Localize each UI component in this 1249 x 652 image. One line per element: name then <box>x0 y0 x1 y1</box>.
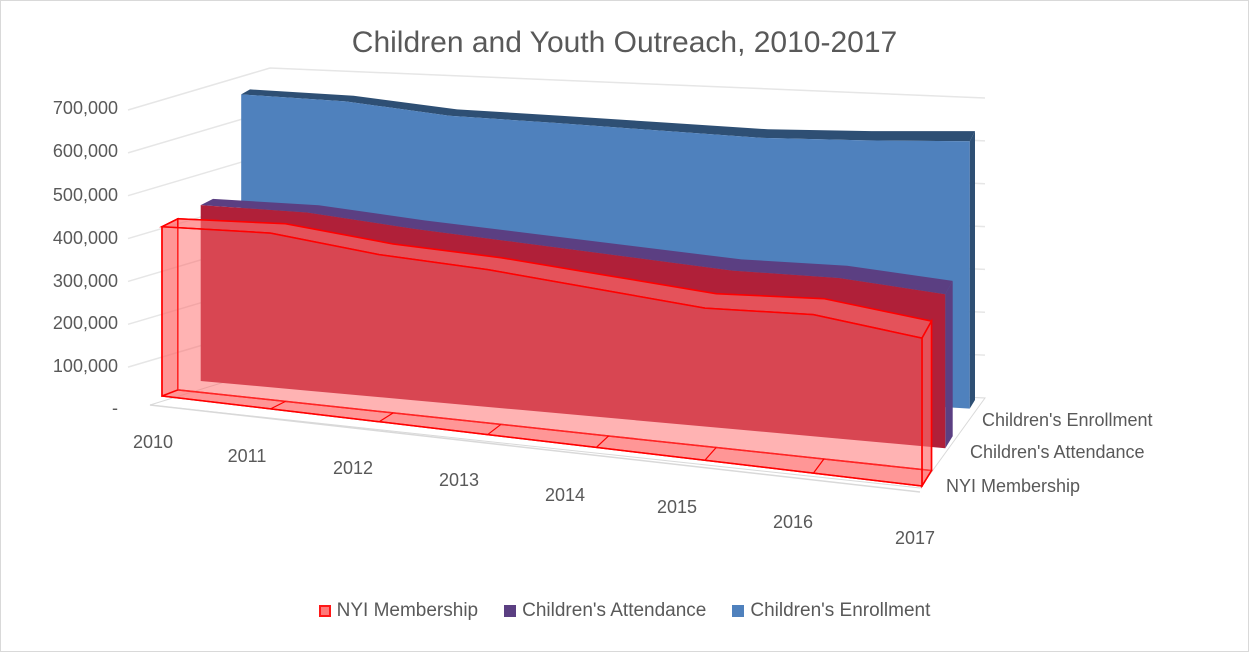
y-tick-label: - <box>112 398 118 418</box>
x-tick-label: 2013 <box>438 470 480 490</box>
x-tick-label: 2015 <box>656 497 698 517</box>
category-separator <box>378 412 394 423</box>
category-separator <box>270 400 286 410</box>
depth-axis-label: Children's Enrollment <box>982 410 1153 430</box>
chart-title: Children and Youth Outreach, 2010-2017 <box>351 26 898 59</box>
depth-axis-label: NYI Membership <box>946 476 1081 496</box>
gridline <box>127 67 986 111</box>
category-separator <box>704 447 717 461</box>
category-separator <box>487 423 502 436</box>
x-axis-line <box>149 404 921 493</box>
legend-label: Children's Enrollment <box>750 600 931 621</box>
legend-item: Children's Attendance <box>504 600 706 622</box>
series-attendance-top <box>200 198 953 295</box>
depth-axis-label: Children's Attendance <box>970 442 1145 462</box>
y-tick-label: 300,000 <box>52 271 118 291</box>
x-tick-label: 2017 <box>894 528 936 548</box>
category-separator <box>161 389 179 397</box>
legend-swatch <box>318 605 331 617</box>
x-tick-label: 2016 <box>772 512 814 532</box>
y-tick-label: 400,000 <box>52 228 118 248</box>
series-nyi-right-side <box>921 318 933 489</box>
legend-label: NYI Membership <box>336 600 479 621</box>
x-tick-label: 2012 <box>332 458 374 478</box>
legend-item: NYI Membership <box>318 600 479 622</box>
y-tick-label: 200,000 <box>52 313 118 333</box>
x-tick-label: 2010 <box>132 432 174 452</box>
legend: NYI Membership Children's Attendance Child… <box>0 600 1249 622</box>
category-separator <box>812 458 825 474</box>
y-tick-label: 600,000 <box>52 141 118 161</box>
series-attendance-side <box>945 280 953 449</box>
y-tick-label: 100,000 <box>52 356 118 376</box>
y-tick-label: 500,000 <box>52 185 118 205</box>
legend-item: Children's Enrollment <box>732 600 930 622</box>
series-enrollment-top <box>241 89 975 142</box>
x-tick-label: 2011 <box>227 446 267 466</box>
x-tick-label: 2014 <box>544 485 586 505</box>
series-enrollment-side <box>969 131 975 409</box>
category-separator <box>595 435 609 448</box>
category-separator <box>921 470 933 487</box>
y-tick-label: 700,000 <box>52 98 118 118</box>
legend-swatch <box>504 605 517 617</box>
legend-label: Children's Attendance <box>522 600 707 621</box>
series-attendance-area <box>200 205 946 449</box>
legend-swatch <box>732 605 745 617</box>
